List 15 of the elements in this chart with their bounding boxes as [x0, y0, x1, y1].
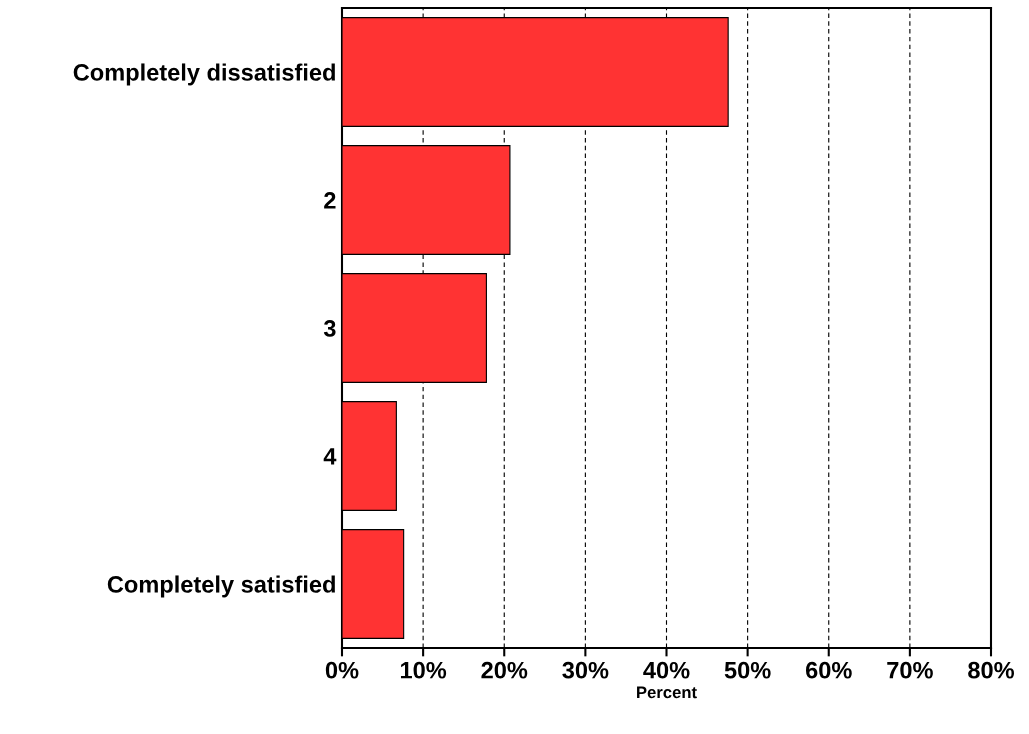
- x-tick-label: 10%: [400, 661, 447, 679]
- y-tick-label: Completely satisfied: [107, 575, 335, 598]
- x-tick-label: 40%: [643, 661, 690, 679]
- x-tick-label: 70%: [887, 661, 933, 679]
- x-tick-label: 20%: [481, 661, 528, 679]
- y-tick-label: 4: [323, 448, 337, 465]
- x-tick-label: 60%: [805, 661, 852, 679]
- y-tick-label: 2: [324, 192, 336, 209]
- x-tick-label: 50%: [724, 661, 771, 679]
- x-tick-label: 80%: [968, 661, 1015, 679]
- x-tick-label: 30%: [562, 661, 609, 679]
- x-tick-label: 0%: [325, 661, 359, 679]
- y-tick-label: Completely dissatisfied: [73, 63, 335, 86]
- y-tick-label: 3: [323, 320, 336, 337]
- x-axis-title: Percent: [637, 686, 697, 699]
